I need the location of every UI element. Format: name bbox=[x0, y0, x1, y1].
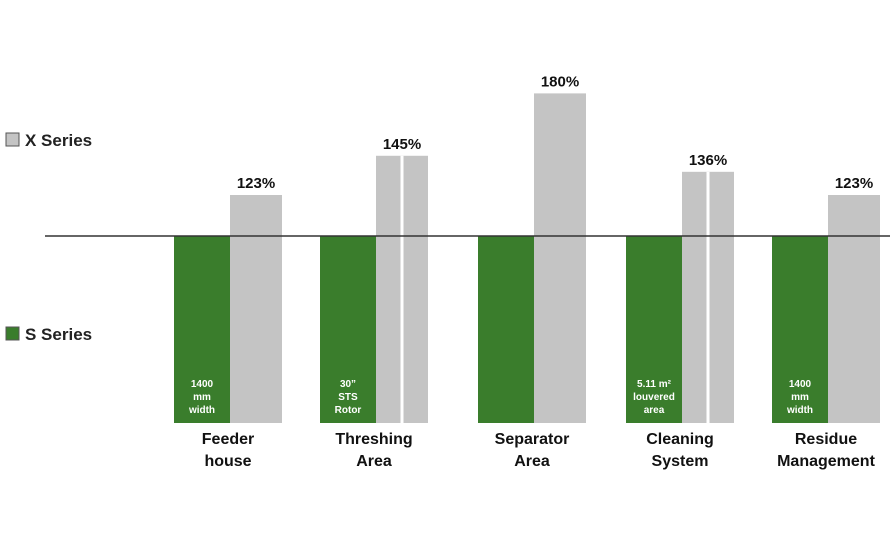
legend: X Series S Series bbox=[5, 131, 92, 344]
s-series-bar-note: Rotor bbox=[335, 405, 362, 416]
x-series-bar bbox=[828, 195, 880, 423]
category-label: Residue bbox=[795, 431, 857, 448]
s-series-bar-note: 1400 bbox=[789, 379, 812, 390]
bar-group-1 bbox=[320, 155, 428, 424]
s-series-bar-note: STS bbox=[338, 392, 358, 403]
category-label: house bbox=[204, 453, 251, 470]
s-series-bar-note: mm bbox=[791, 392, 809, 403]
s-series-bar-note: width bbox=[786, 405, 813, 416]
x-series-value-label: 123% bbox=[835, 175, 873, 192]
legend-label-x-series: X Series bbox=[25, 131, 92, 150]
legend-label-s-series: S Series bbox=[25, 325, 92, 344]
bars-layer bbox=[174, 93, 880, 424]
category-label: Area bbox=[356, 453, 392, 470]
labels-layer: 123% 1400 mm width Feeder house 145% 30” STS Roto… bbox=[188, 73, 876, 470]
s-series-bar-note: 1400 bbox=[191, 379, 214, 390]
s-series-bar-note: louvered bbox=[633, 392, 675, 403]
category-label: Management bbox=[777, 453, 875, 470]
x-series-value-label: 136% bbox=[689, 152, 727, 169]
bar-group-4 bbox=[772, 195, 880, 423]
legend-swatch-x-series bbox=[5, 132, 20, 147]
x-series-bar bbox=[534, 93, 586, 424]
s-series-bar bbox=[320, 236, 376, 423]
legend-swatch-s-series bbox=[5, 326, 20, 341]
legend-item-x-series: X Series bbox=[5, 131, 92, 150]
s-series-bar-note: 30” bbox=[340, 379, 356, 390]
s-series-bar bbox=[626, 236, 682, 423]
bar-group-2 bbox=[478, 93, 586, 424]
s-series-bar-note: width bbox=[188, 405, 215, 416]
s-series-bar bbox=[478, 236, 534, 423]
category-label: Threshing bbox=[335, 431, 412, 448]
x-series-value-label: 145% bbox=[383, 136, 421, 153]
x-series-value-label: 180% bbox=[541, 73, 579, 90]
s-series-bar-note: 5.11 m² bbox=[637, 379, 672, 390]
legend-item-s-series: S Series bbox=[5, 325, 92, 344]
bar-group-0 bbox=[174, 195, 282, 423]
s-series-bar-note: mm bbox=[193, 392, 211, 403]
x-series-value-label: 123% bbox=[237, 175, 275, 192]
category-label: Separator bbox=[495, 431, 570, 448]
s-series-bar-note: area bbox=[644, 405, 665, 416]
s-series-bar bbox=[174, 236, 230, 423]
x-series-bar bbox=[230, 195, 282, 423]
s-series-bar bbox=[772, 236, 828, 423]
category-label: Area bbox=[514, 453, 550, 470]
category-label: Feeder bbox=[202, 431, 254, 448]
category-label: Cleaning bbox=[646, 431, 714, 448]
category-label: System bbox=[652, 453, 709, 470]
bar-group-3 bbox=[626, 171, 734, 423]
